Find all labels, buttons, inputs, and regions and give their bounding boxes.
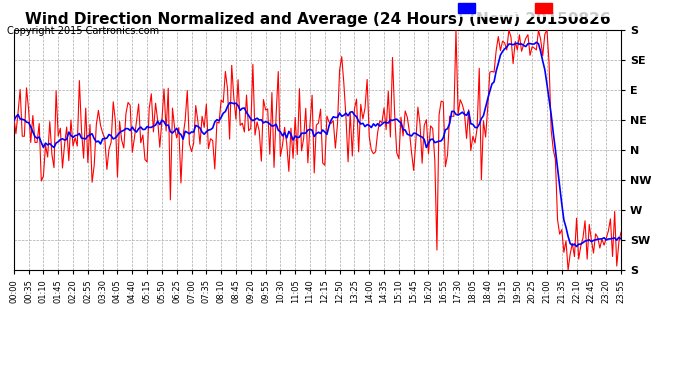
Text: Copyright 2015 Cartronics.com: Copyright 2015 Cartronics.com — [7, 26, 159, 36]
Legend: Average, Direction: Average, Direction — [455, 0, 615, 17]
Title: Wind Direction Normalized and Average (24 Hours) (New) 20150826: Wind Direction Normalized and Average (2… — [25, 12, 610, 27]
